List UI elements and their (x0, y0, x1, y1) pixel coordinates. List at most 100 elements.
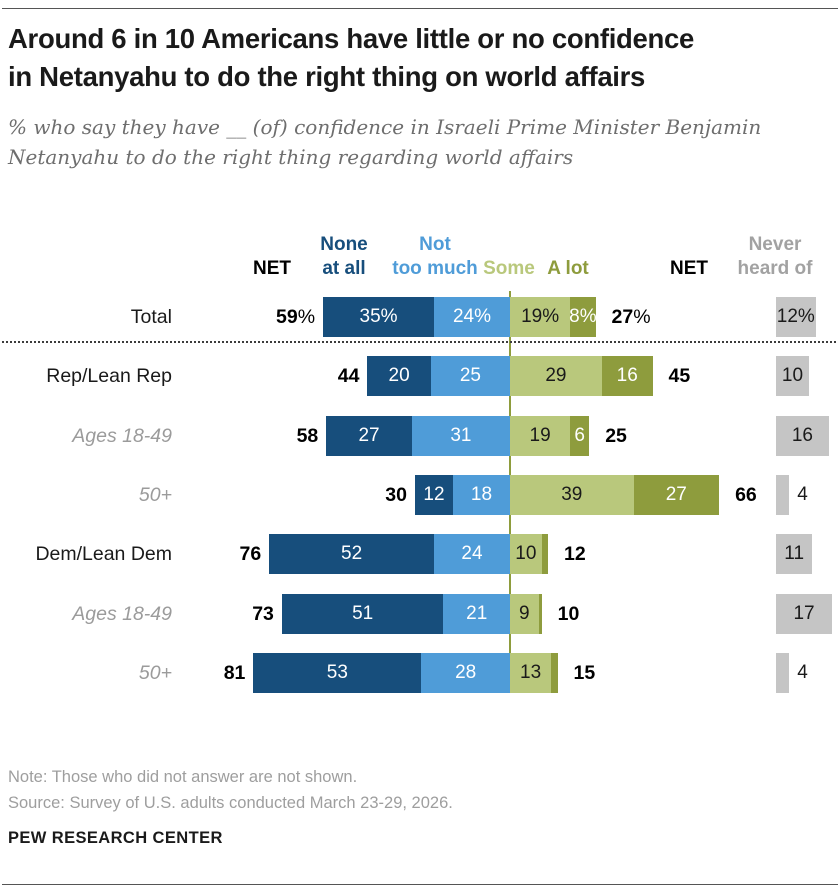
bar-segment-not-too-much: 21 (443, 594, 510, 634)
bar-segment-value: 24% (452, 306, 491, 327)
chart-title: Around 6 in 10 Americans have little or … (8, 20, 828, 96)
bar-segment-a-lot: 27 (633, 475, 720, 515)
bar-segment-not-too-much: 31 (411, 416, 510, 456)
brand-pew-research-center: PEW RESEARCH CENTER (8, 829, 223, 847)
bar-segment-value: 27 (665, 484, 687, 505)
net-right-value: 12 (564, 543, 586, 565)
bar-segment-value: 53 (326, 662, 348, 683)
column-header-never-heard-of: Never heard of (737, 234, 813, 279)
bar-segment-some: 39 (510, 475, 634, 515)
row-label: Total (130, 306, 172, 328)
bar-segment-value: 20 (388, 365, 410, 386)
bar-segment-a-lot: 8% (569, 297, 597, 337)
bar-segment-value: 25 (459, 365, 481, 386)
bar-segment-not-too-much: 24% (433, 297, 510, 337)
net-left-value: 58 (296, 425, 319, 447)
net-right-value: 45 (668, 365, 691, 387)
bar-segment-a-lot: 6 (570, 416, 590, 456)
never-heard-of-value: 11 (784, 543, 805, 564)
never-heard-of-value: 17 (793, 603, 815, 624)
bar-segment-not-too-much: 18 (452, 475, 510, 515)
bar-segment-value: 16 (616, 365, 638, 386)
net-right-value: 66 (735, 484, 757, 506)
bottom-rule (2, 884, 838, 885)
bar-segment-value: 52 (341, 543, 363, 564)
never-heard-of-value: 16 (791, 425, 813, 446)
bar-segment-value: 51 (352, 603, 374, 624)
bar-segment-some: 10 (510, 534, 542, 574)
bar-segment-a-lot: 16 (601, 356, 653, 396)
bar-segment-never-heard-of: 11 (776, 534, 813, 574)
bar-segment-value: 18 (470, 484, 493, 505)
never-heard-of-value: 4 (797, 484, 808, 505)
net-left-value: 76 (239, 543, 262, 565)
total-separator-dotted-line (2, 341, 836, 343)
bar-segment-none-at-all: 52 (269, 534, 434, 574)
bar-segment-some: 19 (510, 416, 571, 456)
net-left-value: 59% (276, 306, 316, 328)
top-rule (2, 8, 838, 9)
bar-segment-none-at-all: 12 (414, 475, 453, 515)
row-label: Ages 18-49 (72, 425, 172, 447)
chart-subtitle: % who say they have __ (of) confidence i… (8, 112, 828, 172)
bar-segment-value: 19 (529, 425, 551, 446)
column-header-net-right: NET (670, 258, 708, 279)
bar-segment-never-heard-of: 17 (776, 594, 833, 634)
column-header-not-too-much: Not too much (392, 234, 478, 279)
bar-segment-value: 24 (461, 543, 483, 564)
bar-segment-value: 12 (423, 484, 445, 505)
bar-segment-value: 28 (455, 662, 477, 683)
bar-segment-never-heard-of: 12% (776, 297, 816, 337)
bar-segment-value: 13 (520, 662, 542, 683)
bar-segment-none-at-all: 20 (367, 356, 431, 396)
net-right-value: 10 (557, 603, 580, 625)
chart-subtitle-line2: Netanyahu to do the right thing regardin… (8, 145, 574, 169)
row-label: Ages 18-49 (72, 603, 172, 625)
column-header-net-left: NET (253, 258, 291, 279)
row-label: Rep/Lean Rep (46, 365, 172, 387)
never-heard-of-value: 12% (776, 306, 815, 327)
column-header-some: Some (483, 258, 535, 279)
net-right-value: 15 (573, 662, 596, 684)
bar-segment-some: 29 (510, 356, 602, 396)
bar-segment-value: 35% (359, 306, 398, 327)
bar-segment-value: 6 (574, 425, 585, 446)
bar-segment-value: 19% (521, 306, 560, 327)
bar-segment-value: 39 (561, 484, 583, 505)
net-left-value: 73 (252, 603, 274, 625)
bar-segment-none-at-all: 27 (326, 416, 412, 456)
bar-segment-some: 13 (510, 653, 552, 693)
bar-segment-never-heard-of (776, 653, 790, 693)
bar-segment-not-too-much: 25 (430, 356, 510, 396)
net-left-value: 30 (385, 484, 407, 506)
bar-segment-value: 29 (545, 365, 567, 386)
bar-segment-not-too-much: 28 (421, 653, 510, 693)
never-heard-of-value: 10 (781, 365, 804, 386)
net-right-value: 27% (611, 306, 651, 328)
chart-title-line2: in Netanyahu to do the right thing on wo… (8, 61, 646, 92)
net-left-value: 81 (223, 662, 246, 684)
bar-segment-never-heard-of (776, 475, 790, 515)
chart-subtitle-line1: % who say they have __ (of) confidence i… (8, 115, 762, 139)
net-right-value: 25 (605, 425, 627, 447)
bar-segment-none-at-all: 35% (323, 297, 434, 337)
bar-segment-value: 21 (466, 603, 488, 624)
bar-segment-value: 10 (515, 543, 537, 564)
net-left-value: 44 (337, 365, 360, 387)
bar-segment-some: 19% (510, 297, 571, 337)
chart-title-line1: Around 6 in 10 Americans have little or … (8, 23, 695, 54)
never-heard-of-value: 4 (797, 662, 808, 683)
bar-segment-a-lot (538, 594, 542, 634)
bar-segment-some: 9 (510, 594, 539, 634)
bar-segment-value: 8% (569, 306, 597, 327)
column-header-none-at-all: None at all (320, 234, 368, 279)
bar-segment-value: 31 (450, 425, 472, 446)
bar-segment-a-lot (551, 653, 558, 693)
bar-segment-not-too-much: 24 (433, 534, 510, 574)
note-text: Note: Those who did not answer are not s… (8, 768, 358, 786)
bar-segment-a-lot (541, 534, 548, 574)
row-label: Dem/Lean Dem (35, 543, 172, 565)
bar-segment-value: 9 (518, 603, 530, 624)
